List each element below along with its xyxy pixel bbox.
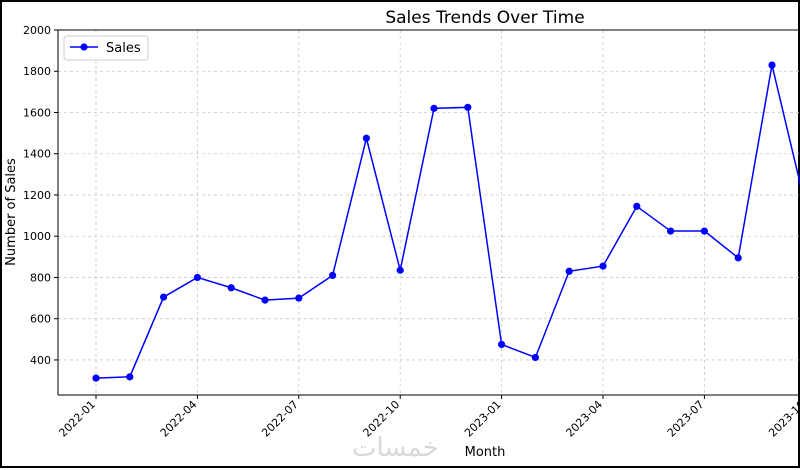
x-tick-label: 2022-07 (259, 398, 301, 440)
y-tick-label: 400 (30, 354, 51, 367)
sales-point (329, 271, 337, 279)
sales-point (565, 267, 573, 275)
sales-point (261, 296, 269, 304)
sales-point (734, 254, 742, 262)
sales-point (498, 340, 506, 349)
sales-point (227, 284, 235, 292)
x-tick-label: 2023-04 (563, 398, 605, 440)
sales-point (599, 262, 607, 270)
y-tick-label: 1000 (23, 230, 51, 243)
watermark: خمسات (352, 433, 439, 463)
sales-point (295, 294, 303, 302)
y-axis-label: Number of Sales (4, 158, 19, 266)
sales-point (531, 353, 540, 362)
y-tick-label: 1600 (23, 106, 51, 119)
sales-point (464, 103, 472, 111)
sales-point (362, 134, 370, 142)
x-tick-label: 2023-01 (462, 398, 504, 440)
x-axis-label: Month (465, 445, 506, 460)
sales-point (92, 374, 100, 382)
x-tick-label: 2023-07 (665, 398, 707, 440)
grid (58, 29, 800, 395)
y-tick-label: 1800 (23, 65, 51, 78)
sales-point (430, 104, 438, 112)
sales-point (667, 227, 675, 235)
sales-point (160, 293, 168, 301)
legend-marker (80, 43, 88, 51)
sales-point (768, 61, 776, 69)
y-axis-ticks: 400 600 800 1000 1200 1400 1600 1800 2000 (23, 24, 58, 367)
y-tick-label: 2000 (23, 24, 51, 37)
sales-point (126, 373, 134, 381)
sales-point (700, 227, 709, 235)
x-tick-label: 2023-10 (766, 398, 800, 440)
y-tick-label: 1400 (23, 148, 51, 161)
legend-label: Sales (106, 41, 141, 56)
chart-title: Sales Trends Over Time (385, 8, 584, 28)
x-tick-label: 2022-04 (158, 398, 200, 440)
sales-point (396, 266, 404, 274)
y-tick-label: 800 (30, 271, 51, 284)
sales-point (193, 273, 201, 282)
sales-point (633, 202, 641, 210)
y-tick-label: 600 (30, 313, 51, 326)
legend-box (63, 35, 149, 61)
y-tick-label: 1200 (23, 189, 51, 202)
legend: Sales (63, 35, 149, 61)
series-group (92, 61, 800, 382)
sales-line (95, 64, 800, 379)
x-tick-label: 2022-01 (56, 398, 98, 440)
